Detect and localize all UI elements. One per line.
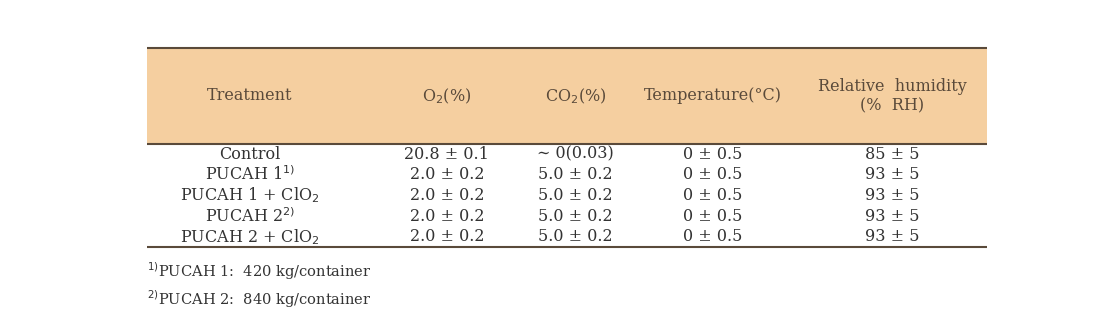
Text: Temperature(°C): Temperature(°C) xyxy=(644,87,782,104)
Text: 0 ± 0.5: 0 ± 0.5 xyxy=(682,208,742,225)
Text: Relative  humidity
(%  RH): Relative humidity (% RH) xyxy=(818,78,967,114)
Text: Treatment: Treatment xyxy=(207,87,292,104)
Text: PUCAH 2$^{2)}$: PUCAH 2$^{2)}$ xyxy=(205,207,294,225)
Text: 2.0 ± 0.2: 2.0 ± 0.2 xyxy=(409,187,484,204)
Text: 5.0 ± 0.2: 5.0 ± 0.2 xyxy=(539,228,613,245)
Text: 93 ± 5: 93 ± 5 xyxy=(865,187,920,204)
Text: PUCAH 2 + ClO$_2$: PUCAH 2 + ClO$_2$ xyxy=(180,227,320,247)
Text: 85 ± 5: 85 ± 5 xyxy=(865,146,920,163)
Text: 5.0 ± 0.2: 5.0 ± 0.2 xyxy=(539,187,613,204)
Text: ∼ 0(0.03): ∼ 0(0.03) xyxy=(538,146,614,163)
Text: 0 ± 0.5: 0 ± 0.5 xyxy=(682,146,742,163)
Text: CO$_2$(%): CO$_2$(%) xyxy=(544,86,606,106)
Text: 2.0 ± 0.2: 2.0 ± 0.2 xyxy=(409,228,484,245)
Text: 93 ± 5: 93 ± 5 xyxy=(865,208,920,225)
Text: 20.8 ± 0.1: 20.8 ± 0.1 xyxy=(405,146,489,163)
Text: 2.0 ± 0.2: 2.0 ± 0.2 xyxy=(409,208,484,225)
Text: 2.0 ± 0.2: 2.0 ± 0.2 xyxy=(409,166,484,183)
FancyBboxPatch shape xyxy=(147,48,987,144)
Text: 5.0 ± 0.2: 5.0 ± 0.2 xyxy=(539,166,613,183)
Text: 0 ± 0.5: 0 ± 0.5 xyxy=(682,166,742,183)
Text: 93 ± 5: 93 ± 5 xyxy=(865,228,920,245)
Text: 93 ± 5: 93 ± 5 xyxy=(865,166,920,183)
Text: O$_2$(%): O$_2$(%) xyxy=(422,86,471,106)
Text: Control: Control xyxy=(219,146,280,163)
Text: 0 ± 0.5: 0 ± 0.5 xyxy=(682,187,742,204)
Text: PUCAH 1$^{1)}$: PUCAH 1$^{1)}$ xyxy=(205,166,294,184)
Text: PUCAH 1 + ClO$_2$: PUCAH 1 + ClO$_2$ xyxy=(180,186,320,205)
Text: $^{2)}$PUCAH 2:  840 kg/container: $^{2)}$PUCAH 2: 840 kg/container xyxy=(147,289,372,310)
Text: 0 ± 0.5: 0 ± 0.5 xyxy=(682,228,742,245)
Text: $^{1)}$PUCAH 1:  420 kg/container: $^{1)}$PUCAH 1: 420 kg/container xyxy=(147,260,372,282)
Text: 5.0 ± 0.2: 5.0 ± 0.2 xyxy=(539,208,613,225)
